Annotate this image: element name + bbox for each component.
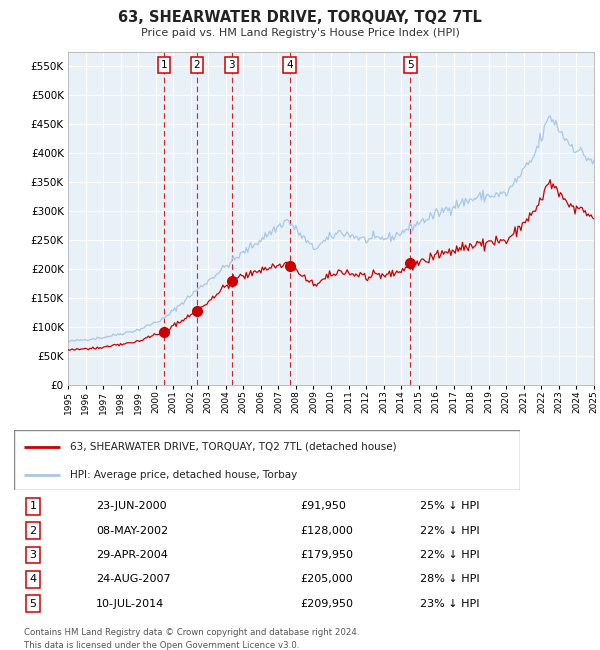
Text: 1: 1	[161, 60, 167, 70]
Text: This data is licensed under the Open Government Licence v3.0.: This data is licensed under the Open Gov…	[24, 641, 299, 650]
Text: 25% ↓ HPI: 25% ↓ HPI	[420, 501, 479, 511]
Text: £91,950: £91,950	[300, 501, 346, 511]
Text: 24-AUG-2007: 24-AUG-2007	[96, 575, 170, 584]
Text: 1: 1	[29, 501, 37, 511]
Text: 08-MAY-2002: 08-MAY-2002	[96, 526, 168, 536]
Text: 4: 4	[286, 60, 293, 70]
Text: 23-JUN-2000: 23-JUN-2000	[96, 501, 167, 511]
Text: 2: 2	[194, 60, 200, 70]
Text: 5: 5	[29, 599, 37, 609]
Text: 3: 3	[29, 550, 37, 560]
Text: 63, SHEARWATER DRIVE, TORQUAY, TQ2 7TL: 63, SHEARWATER DRIVE, TORQUAY, TQ2 7TL	[118, 10, 482, 25]
Text: Price paid vs. HM Land Registry's House Price Index (HPI): Price paid vs. HM Land Registry's House …	[140, 28, 460, 38]
Text: 23% ↓ HPI: 23% ↓ HPI	[420, 599, 479, 609]
Text: Contains HM Land Registry data © Crown copyright and database right 2024.: Contains HM Land Registry data © Crown c…	[24, 628, 359, 637]
Text: 5: 5	[407, 60, 414, 70]
Text: £209,950: £209,950	[300, 599, 353, 609]
Text: 4: 4	[29, 575, 37, 584]
Text: 3: 3	[228, 60, 235, 70]
Text: HPI: Average price, detached house, Torbay: HPI: Average price, detached house, Torb…	[70, 470, 297, 480]
Text: £205,000: £205,000	[300, 575, 353, 584]
Text: 29-APR-2004: 29-APR-2004	[96, 550, 168, 560]
Text: 22% ↓ HPI: 22% ↓ HPI	[420, 550, 479, 560]
Text: 28% ↓ HPI: 28% ↓ HPI	[420, 575, 479, 584]
Text: 63, SHEARWATER DRIVE, TORQUAY, TQ2 7TL (detached house): 63, SHEARWATER DRIVE, TORQUAY, TQ2 7TL (…	[70, 442, 396, 452]
Text: 22% ↓ HPI: 22% ↓ HPI	[420, 526, 479, 536]
Text: £128,000: £128,000	[300, 526, 353, 536]
FancyBboxPatch shape	[14, 430, 520, 490]
Text: £179,950: £179,950	[300, 550, 353, 560]
Text: 2: 2	[29, 526, 37, 536]
Text: 10-JUL-2014: 10-JUL-2014	[96, 599, 164, 609]
